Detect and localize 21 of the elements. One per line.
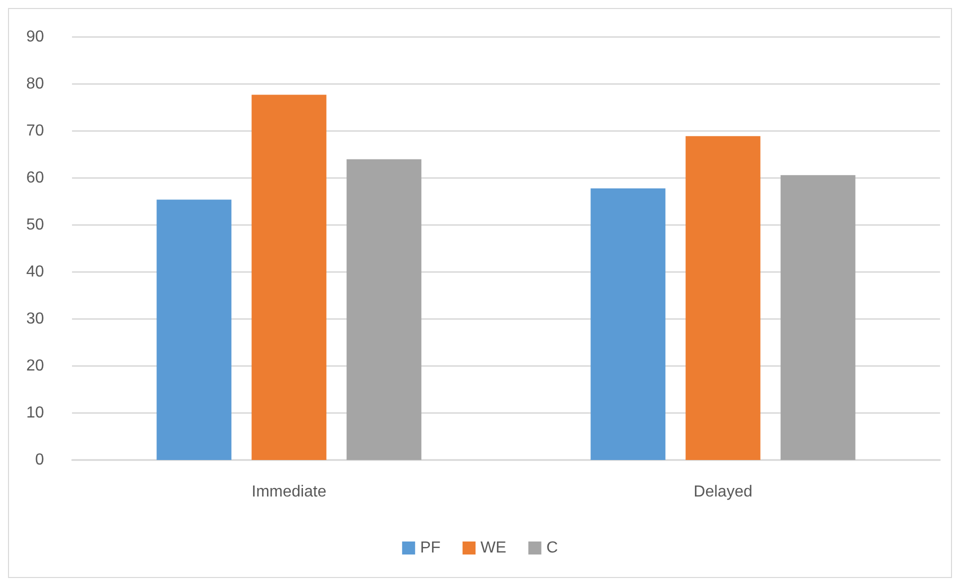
legend-label: WE <box>480 540 506 556</box>
y-tick-label: 10 <box>26 404 44 422</box>
y-tick-label: 30 <box>26 310 44 328</box>
y-tick-label: 40 <box>26 264 44 280</box>
bar <box>686 136 760 460</box>
x-tick-label: Delayed <box>694 484 752 500</box>
bar <box>590 188 666 460</box>
bar <box>780 175 856 460</box>
y-tick-label: 20 <box>26 358 44 374</box>
bar <box>252 94 326 460</box>
x-tick-label: Immediate <box>252 484 326 500</box>
bar <box>346 159 422 460</box>
legend-label: PF <box>420 540 441 556</box>
y-tick-label: 70 <box>26 122 44 140</box>
bar <box>156 200 232 460</box>
legend-label: C <box>546 540 558 556</box>
y-tick-label: 50 <box>26 216 44 234</box>
y-tick-label: 60 <box>26 170 44 186</box>
y-tick-label: 0 <box>35 452 44 468</box>
y-tick-label: 90 <box>26 28 44 46</box>
y-tick-label: 80 <box>26 76 44 92</box>
